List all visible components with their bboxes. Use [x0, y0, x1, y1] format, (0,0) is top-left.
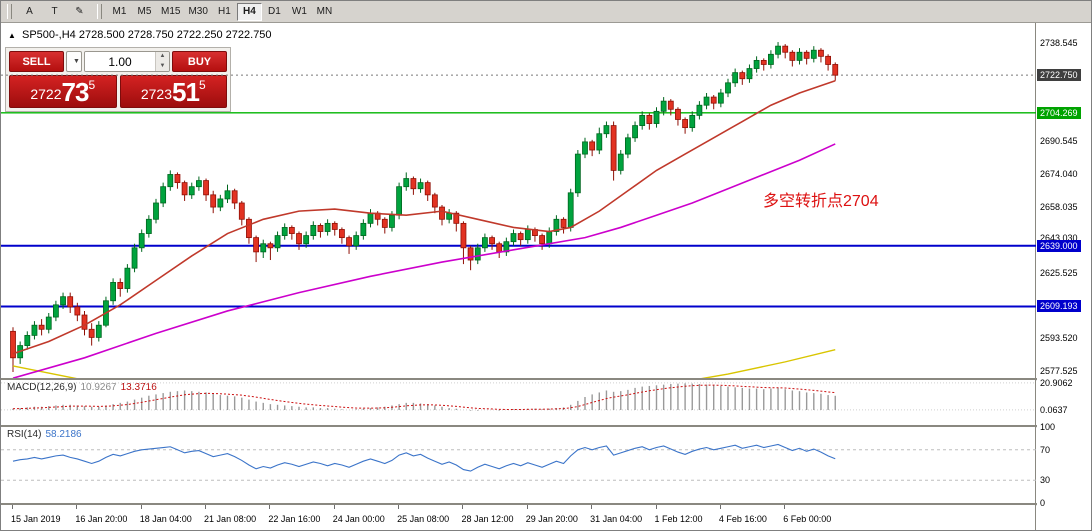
- quote-header: ▲ SP500-,H4 2728.500 2728.750 2722.250 2…: [8, 29, 272, 41]
- buy-price-display[interactable]: 2723 51 5: [119, 75, 227, 108]
- price-level-label[interactable]: 2609.193: [1037, 300, 1081, 313]
- buy-price-sup: 5: [198, 78, 206, 92]
- time-axis-tick: [526, 505, 528, 509]
- rsi-indicator-panel[interactable]: RSI(14) 58.2186: [1, 427, 1036, 503]
- time-axis-tick: [269, 505, 271, 509]
- timeframe-button-MN[interactable]: MN: [312, 3, 337, 21]
- time-axis-label: 28 Jan 12:00: [461, 514, 514, 524]
- time-axis-tick: [76, 505, 78, 509]
- time-axis-label: 22 Jan 16:00: [268, 514, 321, 524]
- current-price-label: 2722.750: [1037, 69, 1081, 82]
- time-axis-label: 29 Jan 20:00: [525, 514, 578, 524]
- sell-price-sup: 5: [88, 78, 96, 92]
- text-tool-button[interactable]: T: [42, 3, 67, 21]
- time-axis-tick: [719, 505, 721, 509]
- chart-text-annotation[interactable]: 多空转折点2704: [763, 193, 879, 210]
- buy-price-small: 2723: [140, 86, 173, 102]
- toolbar-drag-handle[interactable]: [7, 4, 12, 19]
- timeframe-button-M1[interactable]: M1: [107, 3, 132, 21]
- text-label-tool-button[interactable]: A: [17, 3, 42, 21]
- rsi-axis-label: 100: [1040, 422, 1056, 432]
- time-axis-tick: [591, 505, 593, 509]
- sell-button[interactable]: SELL: [9, 51, 64, 72]
- symbol-period-label: SP500-,H4: [21, 29, 76, 41]
- sell-price-big: 73: [61, 77, 90, 107]
- time-axis-tick: [784, 505, 786, 509]
- buy-price-big: 51: [172, 77, 200, 107]
- timeframe-button-M5[interactable]: M5: [132, 3, 157, 21]
- price-axis-tick: 2738.545: [1040, 37, 1078, 48]
- sell-price-display[interactable]: 2722 73 5: [9, 75, 117, 108]
- price-level-label[interactable]: 2639.000: [1037, 239, 1081, 252]
- candlestick-chart-area[interactable]: ▲ SP500-,H4 2728.500 2728.750 2722.250 2…: [1, 23, 1036, 378]
- price-axis-tick: 2625.525: [1040, 268, 1078, 279]
- volume-dropdown-button[interactable]: ▼: [66, 51, 82, 72]
- timeframe-button-D1[interactable]: D1: [262, 3, 287, 21]
- timeframe-button-H1[interactable]: H1: [212, 3, 237, 21]
- buy-button[interactable]: BUY: [172, 51, 227, 72]
- rsi-axis-label: 70: [1040, 444, 1051, 455]
- time-axis[interactable]: 15 Jan 2019 16 Jan 20:00 18 Jan 04:00 21 Ja…: [1, 505, 1036, 530]
- volume-decrease-button[interactable]: ▼: [156, 61, 169, 71]
- price-axis-tick: 2674.040: [1040, 169, 1078, 180]
- candlestick-chart[interactable]: [1, 23, 1036, 378]
- time-axis-tick: [462, 505, 464, 509]
- price-axis-tick: 2658.035: [1040, 201, 1078, 212]
- rsi-axis-label: 0: [1040, 498, 1046, 508]
- price-axis-tick: 2643.030: [1040, 232, 1078, 243]
- toolbar-drag-handle[interactable]: [97, 4, 102, 19]
- time-axis-tick: [12, 505, 13, 509]
- time-axis-tick: [205, 505, 207, 509]
- symbol-marker-icon: ▲: [8, 31, 16, 40]
- time-axis-label: 21 Jan 08:00: [204, 514, 257, 524]
- time-axis-label: 31 Jan 04:00: [590, 514, 643, 524]
- price-axis-tick: 2690.545: [1040, 135, 1078, 146]
- time-axis-label: 4 Feb 16:00: [718, 514, 767, 524]
- timeframe-button-W1[interactable]: W1: [287, 3, 312, 21]
- macd-indicator-panel[interactable]: MACD(12,26,9) 10.9267 13.3716: [1, 380, 1036, 425]
- macd-chart[interactable]: [1, 380, 1036, 425]
- rsi-title: RSI(14) 58.2186: [7, 429, 82, 440]
- price-axis-tick: 2577.525: [1040, 365, 1078, 376]
- volume-increase-button[interactable]: ▲: [156, 52, 169, 62]
- volume-input[interactable]: [85, 52, 155, 71]
- time-axis-label: 24 Jan 00:00: [332, 514, 385, 524]
- time-axis-label: 15 Jan 2019: [11, 514, 61, 524]
- timeframe-button-H4[interactable]: H4: [236, 2, 262, 21]
- price-axis-tick: 2593.520: [1040, 333, 1078, 344]
- time-axis-tick: [655, 505, 657, 509]
- main-toolbar: A T ✎ M1 M5 M15 M30 H1 H4 D1 W1 MN: [1, 1, 1091, 23]
- rsi-chart[interactable]: [1, 427, 1036, 503]
- rsi-axis-label: 30: [1040, 475, 1051, 486]
- time-axis-label: 18 Jan 04:00: [139, 514, 192, 524]
- time-axis-tick: [333, 505, 335, 509]
- time-axis-label: 1 Feb 12:00: [654, 514, 703, 524]
- timeframe-button-M15[interactable]: M15: [157, 3, 184, 21]
- time-axis-tick: [398, 505, 400, 509]
- price-axis[interactable]: 2738.545 2690.545 2674.040 2658.035 2643.030…: [1037, 23, 1091, 530]
- time-axis-label: 25 Jan 08:00: [397, 514, 450, 524]
- ohlc-values-label: 2728.500 2728.750 2722.250 2722.750: [78, 29, 272, 41]
- macd-title: MACD(12,26,9) 10.9267 13.3716: [7, 382, 157, 393]
- price-level-label[interactable]: 2704.269: [1037, 106, 1081, 119]
- macd-axis-label: 0.0637: [1040, 404, 1068, 415]
- timeframe-button-M30[interactable]: M30: [184, 3, 211, 21]
- time-axis-tick: [140, 505, 142, 509]
- time-axis-label: 6 Feb 00:00: [783, 514, 832, 524]
- sell-price-small: 2722: [30, 86, 62, 102]
- drawing-tools-button[interactable]: ✎: [67, 3, 92, 21]
- time-axis-label: 16 Jan 20:00: [75, 514, 128, 524]
- macd-axis-label: 20.9062: [1040, 377, 1073, 388]
